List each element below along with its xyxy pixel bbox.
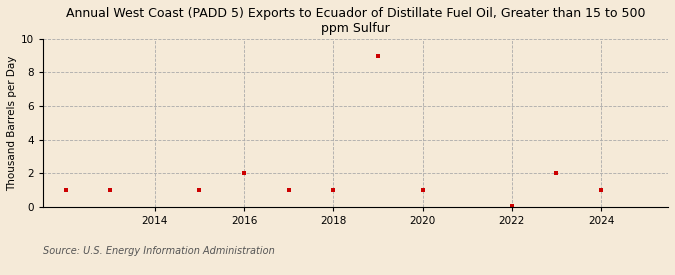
Y-axis label: Thousand Barrels per Day: Thousand Barrels per Day [7, 55, 17, 191]
Text: Source: U.S. Energy Information Administration: Source: U.S. Energy Information Administ… [43, 246, 275, 256]
Title: Annual West Coast (PADD 5) Exports to Ecuador of Distillate Fuel Oil, Greater th: Annual West Coast (PADD 5) Exports to Ec… [66, 7, 645, 35]
